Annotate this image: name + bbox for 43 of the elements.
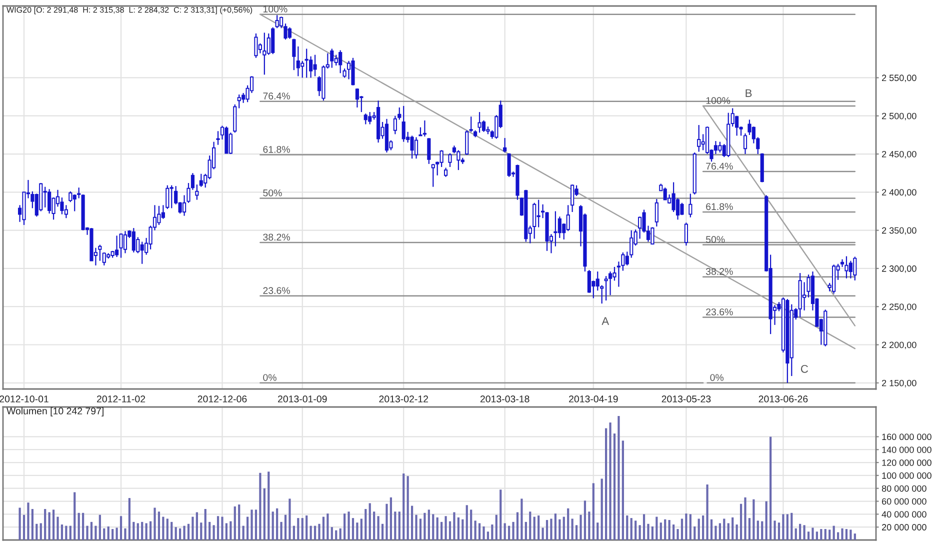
x-tick-label: 2012-12-06 <box>198 396 247 402</box>
y-tick-label: 140 000 000 <box>882 446 932 453</box>
chart-title: WIG20 [O: 2 291,48 H: 2 315,38 L: 2 284,32 C: 2 313,31] (+0,56%) <box>6 6 252 14</box>
series-label: 61.8% <box>263 146 290 153</box>
series-label: 23.6% <box>706 308 733 316</box>
series-label: 23.6% <box>263 287 290 294</box>
y-tick-label: 2 450,00 <box>882 150 916 158</box>
chart-title: Wolumen [10 242 797] <box>6 407 104 416</box>
x-tick-label: 2013-03-18 <box>480 396 530 402</box>
y-tick-label: 120 000 000 <box>882 459 932 466</box>
y-tick-label: 2 200,00 <box>882 342 916 350</box>
annotation: A <box>602 317 610 325</box>
series-label: 50% <box>263 189 282 196</box>
x-tick-label: 2013-04-19 <box>569 396 618 402</box>
annotation: B <box>746 89 752 97</box>
series-label: 38.2% <box>263 234 290 241</box>
x-tick-label: 2012-11-02 <box>97 396 146 402</box>
y-tick-label: 60 000 000 <box>882 498 926 505</box>
y-tick-label: 40 000 000 <box>882 511 926 518</box>
x-tick-label: 2013-05-23 <box>662 396 711 402</box>
x-tick-label: 2012-10-01 <box>0 396 48 402</box>
series-label: 100% <box>263 6 288 12</box>
y-tick-label: 100 000 000 <box>882 472 932 479</box>
y-tick-label: 80 000 000 <box>882 485 926 492</box>
y-tick-label: 2 250,00 <box>882 304 916 312</box>
series-label: 61.8% <box>706 203 733 210</box>
x-tick-label: 2013-01-09 <box>278 396 327 402</box>
series-label: 50% <box>706 236 725 243</box>
series-label: 0% <box>263 374 276 381</box>
x-tick-label: 2013-06-26 <box>758 396 808 402</box>
annotation: C <box>800 364 808 373</box>
x-tick-label: 2013-02-12 <box>379 396 428 402</box>
series-label: 76.4% <box>263 92 290 100</box>
y-tick-label: 20 000 000 <box>882 524 926 530</box>
y-tick-label: 2 300,00 <box>882 265 916 273</box>
y-tick-label: 2 150,00 <box>882 380 916 388</box>
series-label: 76.4% <box>706 162 733 170</box>
y-tick-label: 2 500,00 <box>882 112 916 120</box>
y-tick-label: 2 400,00 <box>882 189 916 197</box>
y-tick-label: 2 550,00 <box>882 74 916 82</box>
series-label: 0% <box>710 374 724 381</box>
y-tick-label: 2 350,00 <box>882 227 916 235</box>
y-tick-label: 160 000 000 <box>882 434 932 440</box>
